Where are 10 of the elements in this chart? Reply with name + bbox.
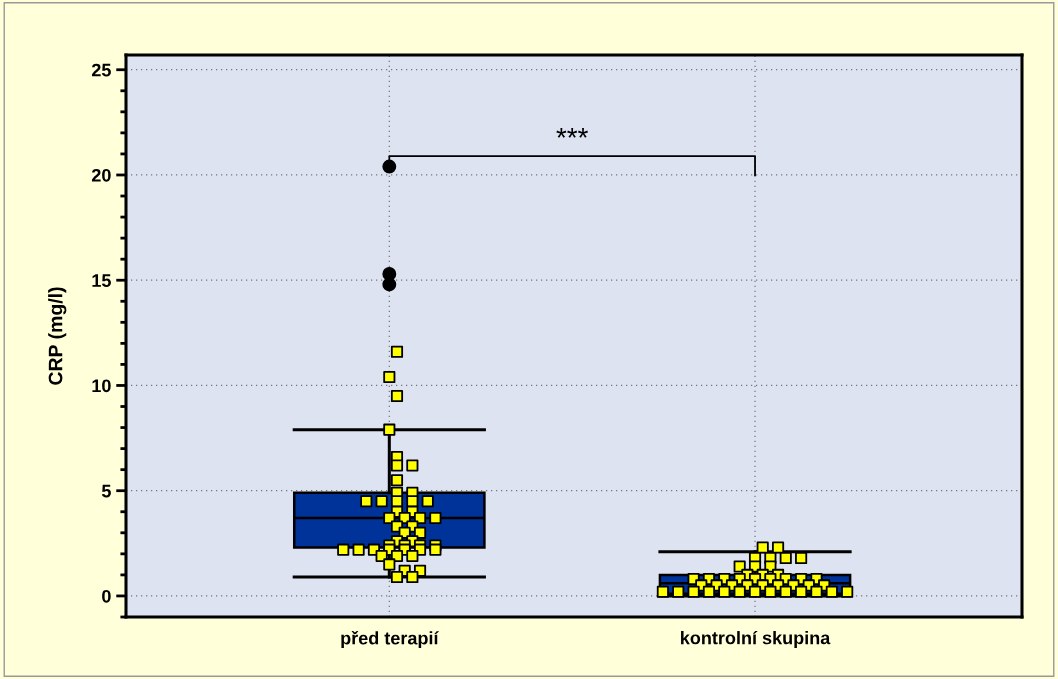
annotation: *** bbox=[556, 128, 588, 138]
y-axis-title: CRP (mg/l) bbox=[48, 287, 67, 385]
y-tick-label: 0 bbox=[102, 589, 111, 603]
y-tick-label: 5 bbox=[101, 484, 111, 498]
x-tick-label: před terapií bbox=[341, 630, 439, 649]
x-tick-label: kontrolní skupina bbox=[681, 630, 831, 648]
y-tick-label: 20 bbox=[91, 168, 111, 182]
y-tick-label: 10 bbox=[92, 379, 111, 393]
y-tick-label: 25 bbox=[91, 63, 111, 77]
y-tick-label: 15 bbox=[92, 274, 111, 287]
